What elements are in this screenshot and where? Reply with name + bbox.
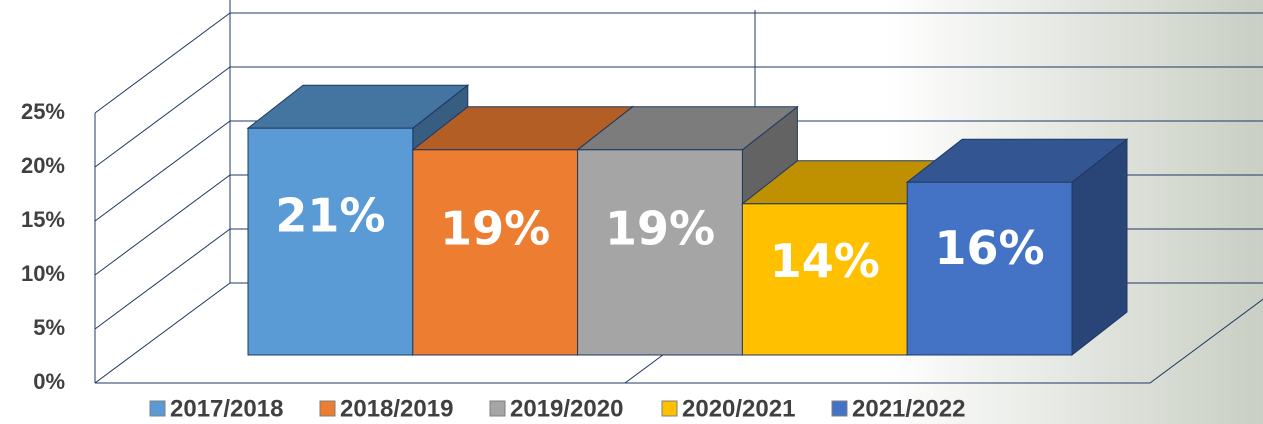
y-tick-label: 25% — [21, 99, 65, 124]
data-label: 19% — [605, 201, 715, 255]
y-tick-label: 20% — [21, 153, 65, 178]
legend-swatch — [831, 400, 848, 417]
data-label: 16% — [935, 221, 1045, 275]
legend-label: 2021/2022 — [852, 395, 965, 422]
legend-swatch — [489, 400, 506, 417]
legend-label: 2017/2018 — [170, 395, 283, 422]
legend-swatch — [149, 400, 166, 417]
data-label: 19% — [440, 201, 550, 255]
legend-swatch — [319, 400, 336, 417]
data-label: 21% — [275, 188, 385, 242]
legend-label: 2018/2019 — [340, 395, 453, 422]
legend-label: 2019/2020 — [510, 395, 623, 422]
bar — [577, 149, 743, 356]
bar — [741, 203, 908, 356]
bar — [906, 181, 1073, 356]
legend-swatch — [661, 400, 678, 417]
y-tick-label: 10% — [21, 261, 65, 286]
y-tick-label: 0% — [33, 369, 65, 394]
y-tick-label: 15% — [21, 207, 65, 232]
y-tick-label: 5% — [33, 315, 65, 340]
floor-edge — [95, 298, 1263, 384]
data-label: 14% — [770, 234, 880, 288]
bar — [412, 149, 579, 356]
legend-label: 2020/2021 — [682, 395, 795, 422]
